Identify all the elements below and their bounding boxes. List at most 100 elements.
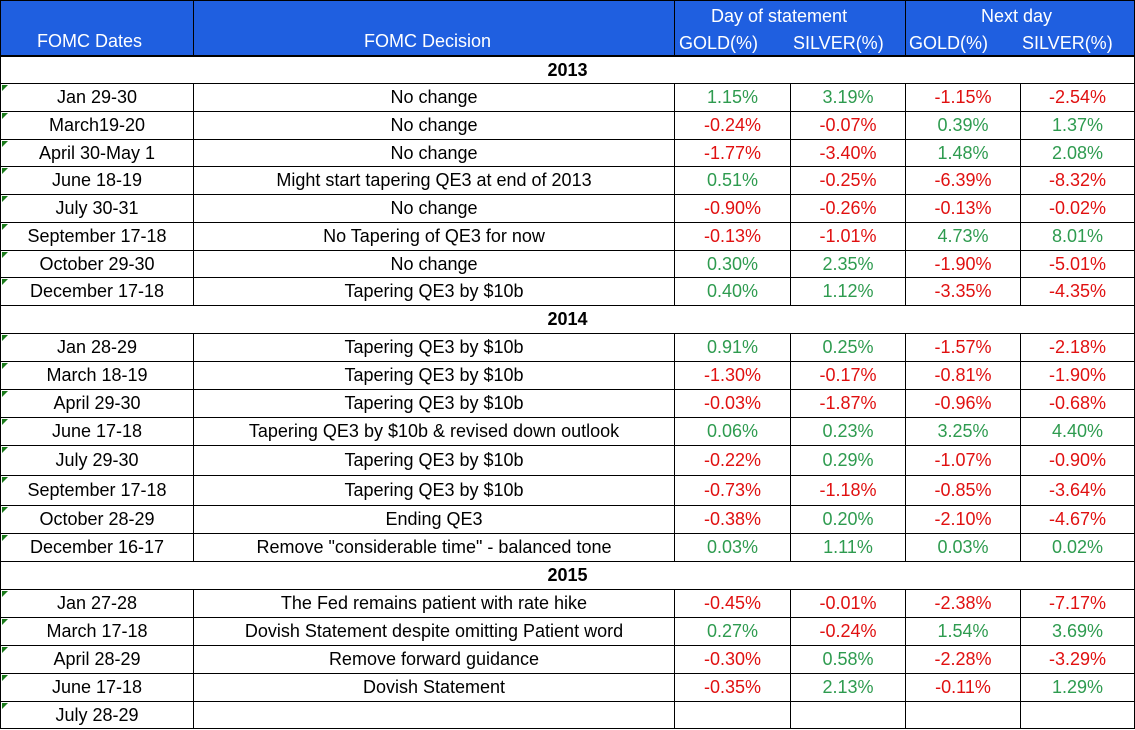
- next-silver-cell[interactable]: [1020, 701, 1135, 729]
- date-cell[interactable]: July 30-31: [0, 194, 194, 223]
- header-next-day-group[interactable]: Next day GOLD(%) SILVER(%): [905, 0, 1135, 56]
- next-gold-cell[interactable]: -2.38%: [905, 589, 1021, 618]
- next-gold-cell[interactable]: -2.10%: [905, 505, 1021, 534]
- day-gold-cell[interactable]: 0.40%: [674, 277, 791, 306]
- next-silver-cell[interactable]: 0.02%: [1020, 533, 1135, 562]
- date-cell[interactable]: June 17-18: [0, 417, 194, 446]
- next-silver-cell[interactable]: 1.29%: [1020, 673, 1135, 702]
- day-gold-cell[interactable]: 1.15%: [674, 83, 791, 112]
- next-silver-cell[interactable]: -4.35%: [1020, 277, 1135, 306]
- day-silver-cell[interactable]: -1.01%: [790, 222, 906, 251]
- next-gold-cell[interactable]: 4.73%: [905, 222, 1021, 251]
- day-gold-cell[interactable]: -0.13%: [674, 222, 791, 251]
- decision-cell[interactable]: Tapering QE3 by $10b: [193, 333, 675, 362]
- next-gold-cell[interactable]: -0.96%: [905, 389, 1021, 418]
- next-silver-cell[interactable]: 4.40%: [1020, 417, 1135, 446]
- decision-cell[interactable]: Tapering QE3 by $10b: [193, 475, 675, 506]
- header-dates-cell[interactable]: FOMC Dates: [0, 0, 194, 56]
- date-cell[interactable]: July 28-29: [0, 701, 194, 729]
- next-silver-cell[interactable]: 8.01%: [1020, 222, 1135, 251]
- day-silver-cell[interactable]: -1.18%: [790, 475, 906, 506]
- next-gold-cell[interactable]: 1.54%: [905, 617, 1021, 646]
- day-gold-cell[interactable]: 0.51%: [674, 166, 791, 195]
- date-cell[interactable]: April 28-29: [0, 645, 194, 674]
- next-silver-cell[interactable]: -5.01%: [1020, 250, 1135, 278]
- year-header-row[interactable]: 2013: [0, 56, 1135, 84]
- day-gold-cell[interactable]: -0.03%: [674, 389, 791, 418]
- header-day-of-statement-group[interactable]: Day of statement GOLD(%) SILVER(%): [674, 0, 906, 56]
- decision-cell[interactable]: Tapering QE3 by $10b: [193, 389, 675, 418]
- day-silver-cell[interactable]: [790, 701, 906, 729]
- date-cell[interactable]: Jan 28-29: [0, 333, 194, 362]
- day-silver-cell[interactable]: 0.58%: [790, 645, 906, 674]
- decision-cell[interactable]: No change: [193, 111, 675, 140]
- next-silver-cell[interactable]: -3.29%: [1020, 645, 1135, 674]
- date-cell[interactable]: July 29-30: [0, 445, 194, 476]
- decision-cell[interactable]: Tapering QE3 by $10b & revised down outl…: [193, 417, 675, 446]
- next-gold-cell[interactable]: -2.28%: [905, 645, 1021, 674]
- next-silver-cell[interactable]: -4.67%: [1020, 505, 1135, 534]
- day-silver-cell[interactable]: -0.17%: [790, 361, 906, 390]
- next-gold-cell[interactable]: 3.25%: [905, 417, 1021, 446]
- next-gold-cell[interactable]: -0.85%: [905, 475, 1021, 506]
- day-silver-cell[interactable]: 1.11%: [790, 533, 906, 562]
- decision-cell[interactable]: No Tapering of QE3 for now: [193, 222, 675, 251]
- day-silver-cell[interactable]: 3.19%: [790, 83, 906, 112]
- next-silver-cell[interactable]: -0.02%: [1020, 194, 1135, 223]
- day-gold-cell[interactable]: -0.24%: [674, 111, 791, 140]
- date-cell[interactable]: October 29-30: [0, 250, 194, 278]
- day-silver-cell[interactable]: 2.35%: [790, 250, 906, 278]
- day-silver-cell[interactable]: -0.26%: [790, 194, 906, 223]
- date-cell[interactable]: September 17-18: [0, 222, 194, 251]
- decision-cell[interactable]: Tapering QE3 by $10b: [193, 445, 675, 476]
- day-gold-cell[interactable]: [674, 701, 791, 729]
- day-silver-cell[interactable]: 2.13%: [790, 673, 906, 702]
- decision-cell[interactable]: Tapering QE3 by $10b: [193, 361, 675, 390]
- year-header-row[interactable]: 2014: [0, 305, 1135, 334]
- next-silver-cell[interactable]: -3.64%: [1020, 475, 1135, 506]
- next-gold-cell[interactable]: 0.39%: [905, 111, 1021, 140]
- next-gold-cell[interactable]: [905, 701, 1021, 729]
- next-gold-cell[interactable]: -3.35%: [905, 277, 1021, 306]
- day-gold-cell[interactable]: -0.30%: [674, 645, 791, 674]
- decision-cell[interactable]: No change: [193, 250, 675, 278]
- next-silver-cell[interactable]: 1.37%: [1020, 111, 1135, 140]
- date-cell[interactable]: Jan 27-28: [0, 589, 194, 618]
- decision-cell[interactable]: Dovish Statement: [193, 673, 675, 702]
- next-gold-cell[interactable]: -0.11%: [905, 673, 1021, 702]
- next-silver-cell[interactable]: -0.90%: [1020, 445, 1135, 476]
- day-silver-cell[interactable]: -3.40%: [790, 139, 906, 167]
- next-gold-cell[interactable]: -1.90%: [905, 250, 1021, 278]
- date-cell[interactable]: September 17-18: [0, 475, 194, 506]
- next-silver-cell[interactable]: -8.32%: [1020, 166, 1135, 195]
- date-cell[interactable]: October 28-29: [0, 505, 194, 534]
- day-gold-cell[interactable]: -1.77%: [674, 139, 791, 167]
- date-cell[interactable]: Jan 29-30: [0, 83, 194, 112]
- next-silver-cell[interactable]: -0.68%: [1020, 389, 1135, 418]
- next-gold-cell[interactable]: -0.13%: [905, 194, 1021, 223]
- day-gold-cell[interactable]: 0.06%: [674, 417, 791, 446]
- day-gold-cell[interactable]: 0.91%: [674, 333, 791, 362]
- decision-cell[interactable]: Dovish Statement despite omitting Patien…: [193, 617, 675, 646]
- decision-cell[interactable]: The Fed remains patient with rate hike: [193, 589, 675, 618]
- day-silver-cell[interactable]: 0.25%: [790, 333, 906, 362]
- day-gold-cell[interactable]: 0.30%: [674, 250, 791, 278]
- day-gold-cell[interactable]: -0.73%: [674, 475, 791, 506]
- next-gold-cell[interactable]: -1.15%: [905, 83, 1021, 112]
- decision-cell[interactable]: Remove forward guidance: [193, 645, 675, 674]
- date-cell[interactable]: June 18-19: [0, 166, 194, 195]
- date-cell[interactable]: March19-20: [0, 111, 194, 140]
- day-silver-cell[interactable]: -0.01%: [790, 589, 906, 618]
- date-cell[interactable]: March 17-18: [0, 617, 194, 646]
- day-gold-cell[interactable]: -1.30%: [674, 361, 791, 390]
- day-silver-cell[interactable]: -0.25%: [790, 166, 906, 195]
- day-gold-cell[interactable]: -0.45%: [674, 589, 791, 618]
- day-gold-cell[interactable]: 0.03%: [674, 533, 791, 562]
- day-silver-cell[interactable]: 0.29%: [790, 445, 906, 476]
- decision-cell[interactable]: No change: [193, 194, 675, 223]
- next-gold-cell[interactable]: -1.07%: [905, 445, 1021, 476]
- date-cell[interactable]: June 17-18: [0, 673, 194, 702]
- next-silver-cell[interactable]: -7.17%: [1020, 589, 1135, 618]
- day-silver-cell[interactable]: -1.87%: [790, 389, 906, 418]
- next-silver-cell[interactable]: 2.08%: [1020, 139, 1135, 167]
